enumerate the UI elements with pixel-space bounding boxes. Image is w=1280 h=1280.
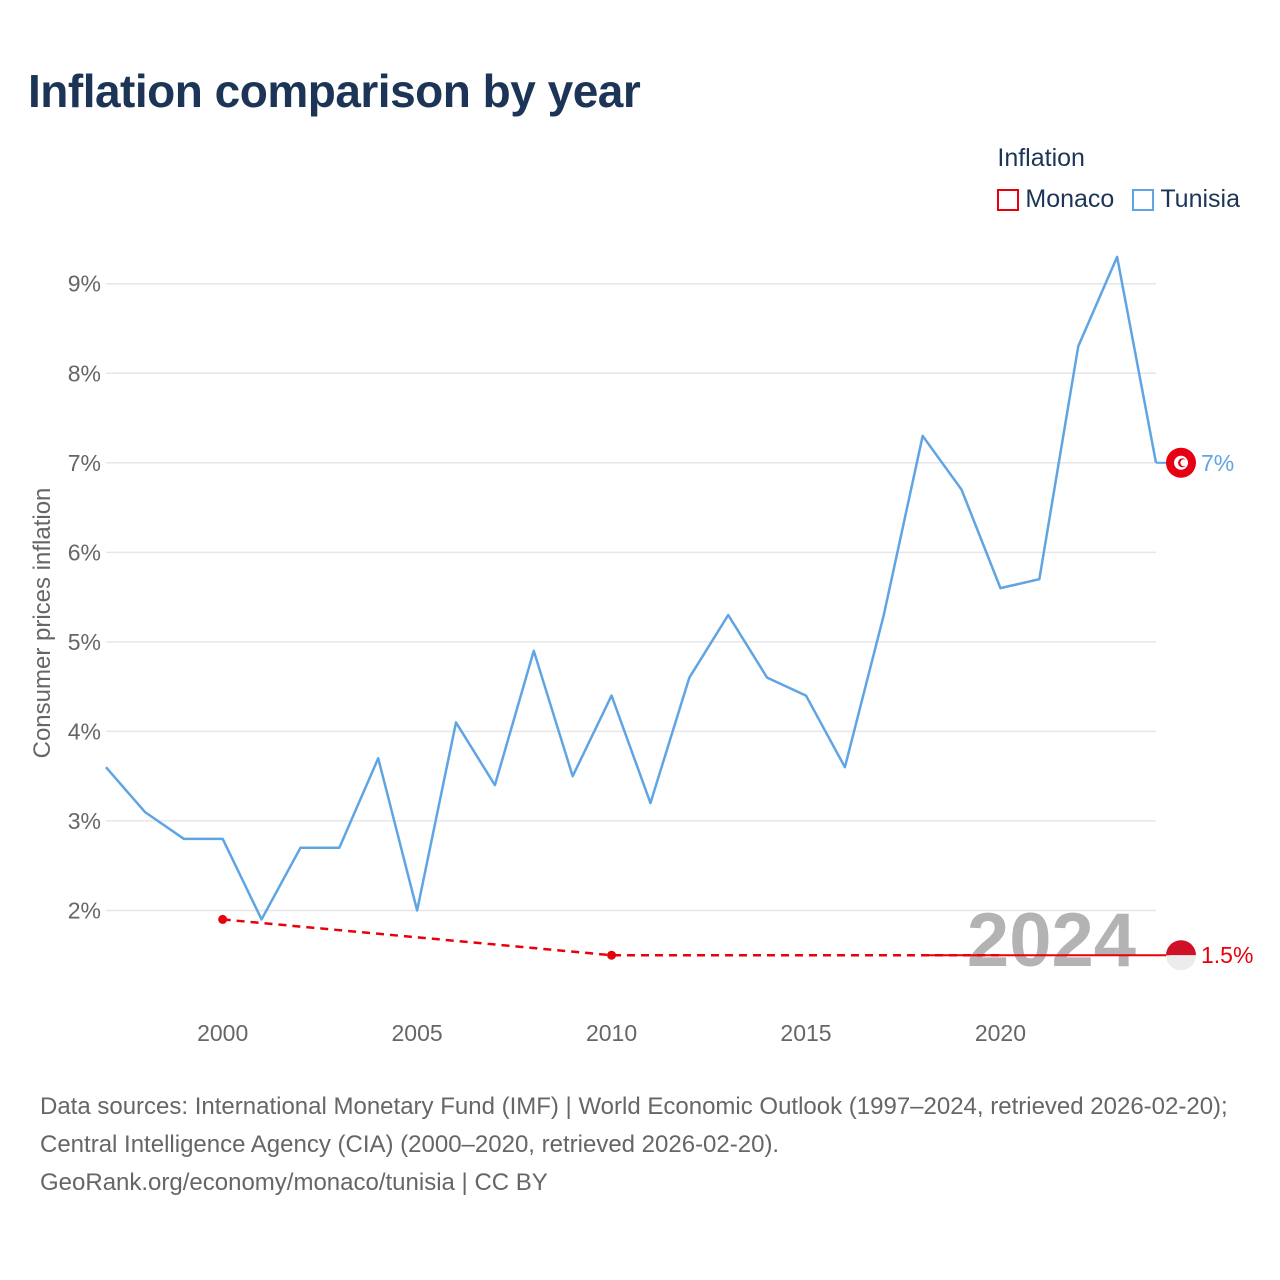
legend-label-tunisia: Tunisia [1160,185,1240,213]
y-axis-label: Consumer prices inflation [29,488,56,759]
x-tick-label: 2005 [392,1020,443,1046]
y-tick-label: 7% [68,450,101,476]
series-line-monaco [222,918,1001,957]
monaco-flag-icon [1166,940,1196,956]
series-line-tunisia [105,255,1158,921]
data-point-monaco [218,914,228,924]
data-sources-text: Data sources: International Monetary Fun… [40,1093,1228,1158]
x-tick-label: 2020 [975,1020,1026,1046]
page-title: Inflation comparison by year [28,65,641,117]
y-tick-label: 4% [68,718,101,744]
legend-label-monaco: Monaco [1025,185,1115,213]
series-layer [105,255,1170,960]
y-tick-label: 5% [68,629,101,655]
x-tick-label: 2010 [586,1020,637,1046]
y-axis-ticks: 2% 3% 4% 5% 6% 7% 8% 9% [68,271,101,924]
end-markers: 7% 1.5% [1166,447,1253,971]
legend-swatch-tunisia [1132,188,1155,211]
legend-item-tunisia[interactable]: Tunisia [1132,185,1240,214]
y-tick-label: 3% [68,808,101,834]
legend-item-monaco[interactable]: Monaco [997,185,1114,214]
legend-swatch-monaco [997,188,1020,211]
monaco-flag-white-half [1166,955,1196,971]
y-tick-label: 2% [68,897,101,923]
tunisia-flag-crescent-cut [1180,459,1188,467]
gridlines [106,282,1156,912]
data-point-monaco [607,950,617,960]
legend-items: Monaco Tunisia [997,185,1240,214]
y-tick-label: 9% [68,271,101,297]
x-tick-label: 2000 [197,1020,248,1046]
current-year-watermark: 2024 [967,898,1136,983]
legend-title: Inflation [997,144,1085,172]
x-axis-ticks: 2000 2005 2010 2015 2020 [197,1020,1026,1046]
inflation-line-chart: 2% 3% 4% 5% 6% 7% 8% 9% 2000 2005 2010 2015 2020 Co… [29,255,1253,1046]
y-tick-label: 8% [68,360,101,386]
x-tick-label: 2015 [780,1020,831,1046]
footer: Data sources: International Monetary Fun… [40,1088,1250,1202]
legend: Inflation Monaco Tunisia [997,144,1240,214]
end-label-monaco: 1.5% [1201,942,1253,968]
end-label-tunisia: 7% [1201,450,1234,476]
attribution-text: GeoRank.org/economy/monaco/tunisia | CC … [40,1169,548,1196]
y-tick-label: 6% [68,539,101,565]
